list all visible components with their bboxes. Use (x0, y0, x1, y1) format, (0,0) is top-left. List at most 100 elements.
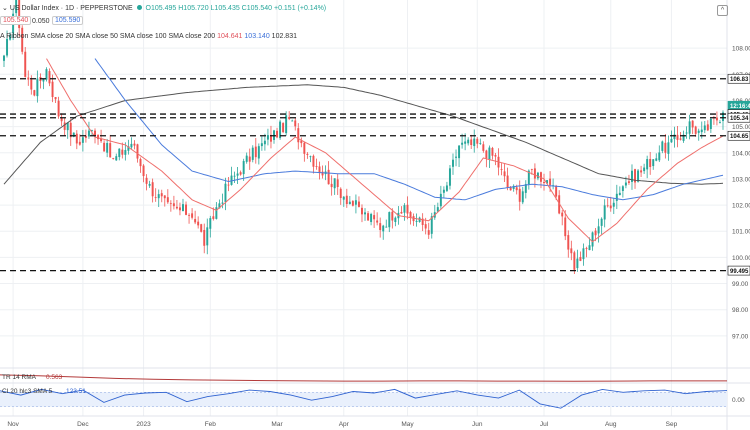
x-tick-label: Nov (7, 421, 19, 428)
candle-body (694, 126, 697, 134)
candle-body (585, 247, 588, 249)
candle-body (248, 156, 251, 162)
y-tick-label: 97.00 (732, 333, 749, 340)
candle-body (245, 155, 248, 162)
ma-ribbon-legend[interactable]: A Ribbon SMA close 20 SMA close 50 SMA c… (0, 33, 297, 40)
candle-body (218, 203, 221, 209)
spread-value: 0.050 (32, 18, 50, 25)
candle-body (624, 182, 627, 186)
candle-body (494, 155, 497, 157)
symbol-title[interactable]: US Dollar Index · 1D · PEPPERSTONE (9, 5, 133, 12)
level-label-box (727, 130, 750, 141)
candle-body (482, 144, 485, 151)
candle-body (24, 51, 27, 77)
candle-body (81, 137, 84, 143)
candle-body (479, 143, 482, 144)
candle-body (306, 153, 309, 155)
sma20-line (46, 58, 724, 243)
candle-body (160, 193, 163, 197)
candle-body (15, 0, 18, 14)
candle-body (345, 195, 348, 205)
x-tick-label: Dec (77, 421, 89, 428)
x-tick-label: Sep (666, 421, 678, 428)
candle-body (667, 142, 670, 154)
candle-body (673, 134, 676, 140)
dropdown-chevron-icon[interactable]: ⌄ (2, 5, 8, 12)
candle-body (664, 142, 667, 153)
candle-body (706, 124, 709, 131)
candle-body (130, 143, 133, 148)
candle-body (382, 225, 385, 232)
candle-body (670, 138, 673, 143)
candle-body (206, 227, 209, 246)
candle-body (224, 183, 227, 202)
candle-body (21, 27, 24, 52)
candle-body (163, 195, 166, 199)
candle-body (679, 138, 682, 140)
candle-body (121, 149, 124, 155)
candle-body (288, 117, 291, 119)
sell-price-button[interactable]: 105.540 (0, 16, 32, 25)
candle-body (342, 196, 345, 200)
level-label: 12:16:4 (730, 104, 750, 110)
level-label-box (727, 265, 750, 276)
candle-body (212, 216, 215, 219)
candle-body (100, 138, 103, 142)
candle-body (421, 218, 424, 226)
candle-body (303, 142, 306, 154)
ohlc-readout: O105.495 H105.720 L105.435 C105.540 +0.1… (145, 5, 327, 12)
candle-body (151, 182, 154, 197)
candle-body (388, 212, 391, 228)
candle-body (84, 136, 87, 138)
candle-body (488, 147, 491, 160)
candle-body (94, 130, 96, 136)
collapse-icon[interactable]: ^ (717, 5, 728, 16)
candle-body (634, 169, 637, 183)
candles (3, 0, 724, 274)
candle-body (188, 214, 191, 216)
candle-body (427, 230, 430, 235)
candle-body (90, 129, 93, 131)
candle-body (627, 181, 630, 183)
y-tick-label: 103.00 (732, 176, 750, 183)
candle-body (473, 138, 476, 147)
candle-body (515, 187, 518, 191)
level-label-box (727, 73, 750, 84)
candle-body (570, 248, 573, 254)
candle-body (558, 195, 561, 214)
atr-value: 0.563 (46, 374, 63, 381)
x-tick-label: Mar (271, 421, 283, 428)
candle-body (203, 229, 206, 246)
y-tick-label: 104.00 (732, 150, 750, 157)
candle-body (718, 122, 721, 123)
candle-body (567, 235, 570, 250)
candle-body (436, 207, 439, 212)
candle-body (233, 175, 236, 177)
candle-body (367, 213, 370, 221)
candle-body (533, 168, 536, 179)
candle-body (312, 155, 315, 167)
sma200-value: 102.831 (271, 33, 297, 40)
cci-zero-label: 0.00 (732, 397, 745, 404)
candle-body (458, 145, 461, 159)
candle-body (133, 143, 136, 146)
candle-body (703, 125, 706, 131)
candle-body (424, 224, 427, 229)
buy-price-button[interactable]: 105.590 (52, 16, 84, 25)
candle-body (597, 226, 600, 234)
candle-body (169, 203, 172, 205)
atr-line (0, 374, 727, 382)
x-tick-label: Jul (540, 421, 549, 428)
candle-body (336, 179, 339, 188)
candle-body (573, 252, 576, 270)
candle-body (430, 216, 433, 234)
candle-body (279, 121, 282, 139)
level-label: 99.495 (730, 269, 749, 275)
candle-body (348, 201, 351, 205)
candle-body (564, 217, 567, 237)
candle-body (643, 167, 646, 172)
candle-body (379, 223, 382, 231)
candle-body (688, 121, 691, 134)
y-tick-label: 101.00 (732, 229, 750, 236)
